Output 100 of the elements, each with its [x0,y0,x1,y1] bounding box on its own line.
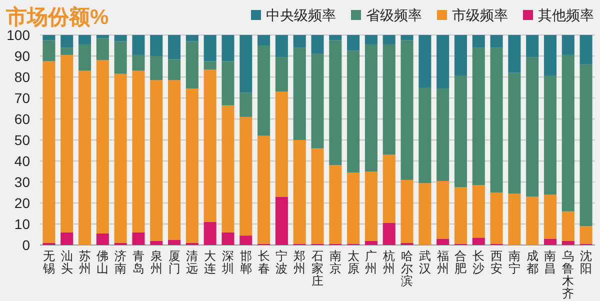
y-tick-label: 50 [14,132,30,148]
bar [580,64,592,226]
bar [472,35,485,48]
x-tick-label: 南京 [329,249,342,276]
bar [436,35,450,89]
bar [454,76,467,188]
bar [311,54,324,148]
x-tick-label: 邯郸 [240,249,252,276]
x-tick-label: 郑州 [294,249,306,276]
bar [436,88,450,181]
bar [258,136,270,244]
x-tick-label: 长沙 [472,249,485,276]
bar [293,140,306,244]
bar [508,35,521,73]
x-tick-label: 佛山 [96,249,109,276]
y-tick-label: 90 [14,48,30,64]
bar [275,57,288,92]
bar [436,238,450,245]
bar [580,226,592,244]
bar [168,59,181,80]
bar [204,35,216,62]
bar [114,41,127,74]
bar [580,35,592,64]
bar [400,35,414,40]
bar [275,35,288,58]
x-tick-label: 厦门 [168,249,180,276]
bar [382,44,396,155]
bar [150,56,163,80]
bar [347,50,360,173]
x-tick-label: 广州 [365,249,378,276]
bar [240,116,252,236]
x-tick-label: 哈尔滨 [401,249,414,288]
bar [132,70,145,232]
bar [382,222,396,245]
bar [329,40,342,166]
bar [418,88,432,184]
x-tick-label: 西安 [490,249,503,276]
bar [96,35,109,38]
bar [168,240,181,245]
bar [132,54,145,71]
bar [60,35,74,48]
legend-label: 省级频率 [366,7,422,23]
x-tick-label: 成都 [526,249,538,276]
bar [544,35,557,76]
bar [347,172,360,244]
bar [526,35,539,58]
bar [472,185,485,238]
bar [222,105,234,232]
bar [132,232,145,245]
bar [364,240,378,245]
bar [418,183,432,245]
bar [544,194,557,239]
bar [222,35,234,62]
x-tick-label: 宁波 [276,249,288,276]
y-tick-label: 10 [14,216,30,232]
bar [436,180,450,239]
y-tick-label: 40 [14,153,30,169]
bar [204,70,216,222]
x-tick-label: 无锡 [42,249,55,276]
bar [186,88,198,243]
bar [42,61,56,243]
bar [490,48,503,192]
bar [526,196,539,245]
bar [114,74,127,243]
bar [400,40,414,180]
x-tick-label: 清远 [186,249,198,276]
y-tick-label: 20 [14,195,30,211]
y-tick-label: 0 [22,237,30,253]
bar [454,187,467,244]
bar [562,54,574,212]
x-tick-label: 杭州 [382,249,396,276]
bar [114,35,127,42]
bar [78,44,92,71]
y-tick-label: 60 [14,111,30,127]
x-tick-label: 泉州 [150,249,162,276]
bar [364,35,378,44]
bar [222,232,234,245]
bar [293,35,306,48]
bar [204,61,216,70]
bar [472,238,485,245]
bar [382,35,396,44]
y-tick-label: 30 [14,174,30,190]
bar [508,72,521,194]
bar [150,35,163,56]
bar [454,35,467,76]
chart-title: 市场份额% [5,5,109,29]
x-tick-label: 沈阳 [580,249,592,276]
x-tick-label: 乌鲁木齐 [562,249,574,300]
bar [222,61,234,106]
bar [364,44,378,172]
bar [204,222,216,245]
bar [329,35,342,40]
bar [150,80,163,241]
bar [42,35,56,40]
bar [347,35,360,51]
bar [382,154,396,223]
x-tick-label: 合肥 [454,249,467,276]
bar [490,192,503,244]
bar [186,41,198,89]
bar [364,172,378,241]
